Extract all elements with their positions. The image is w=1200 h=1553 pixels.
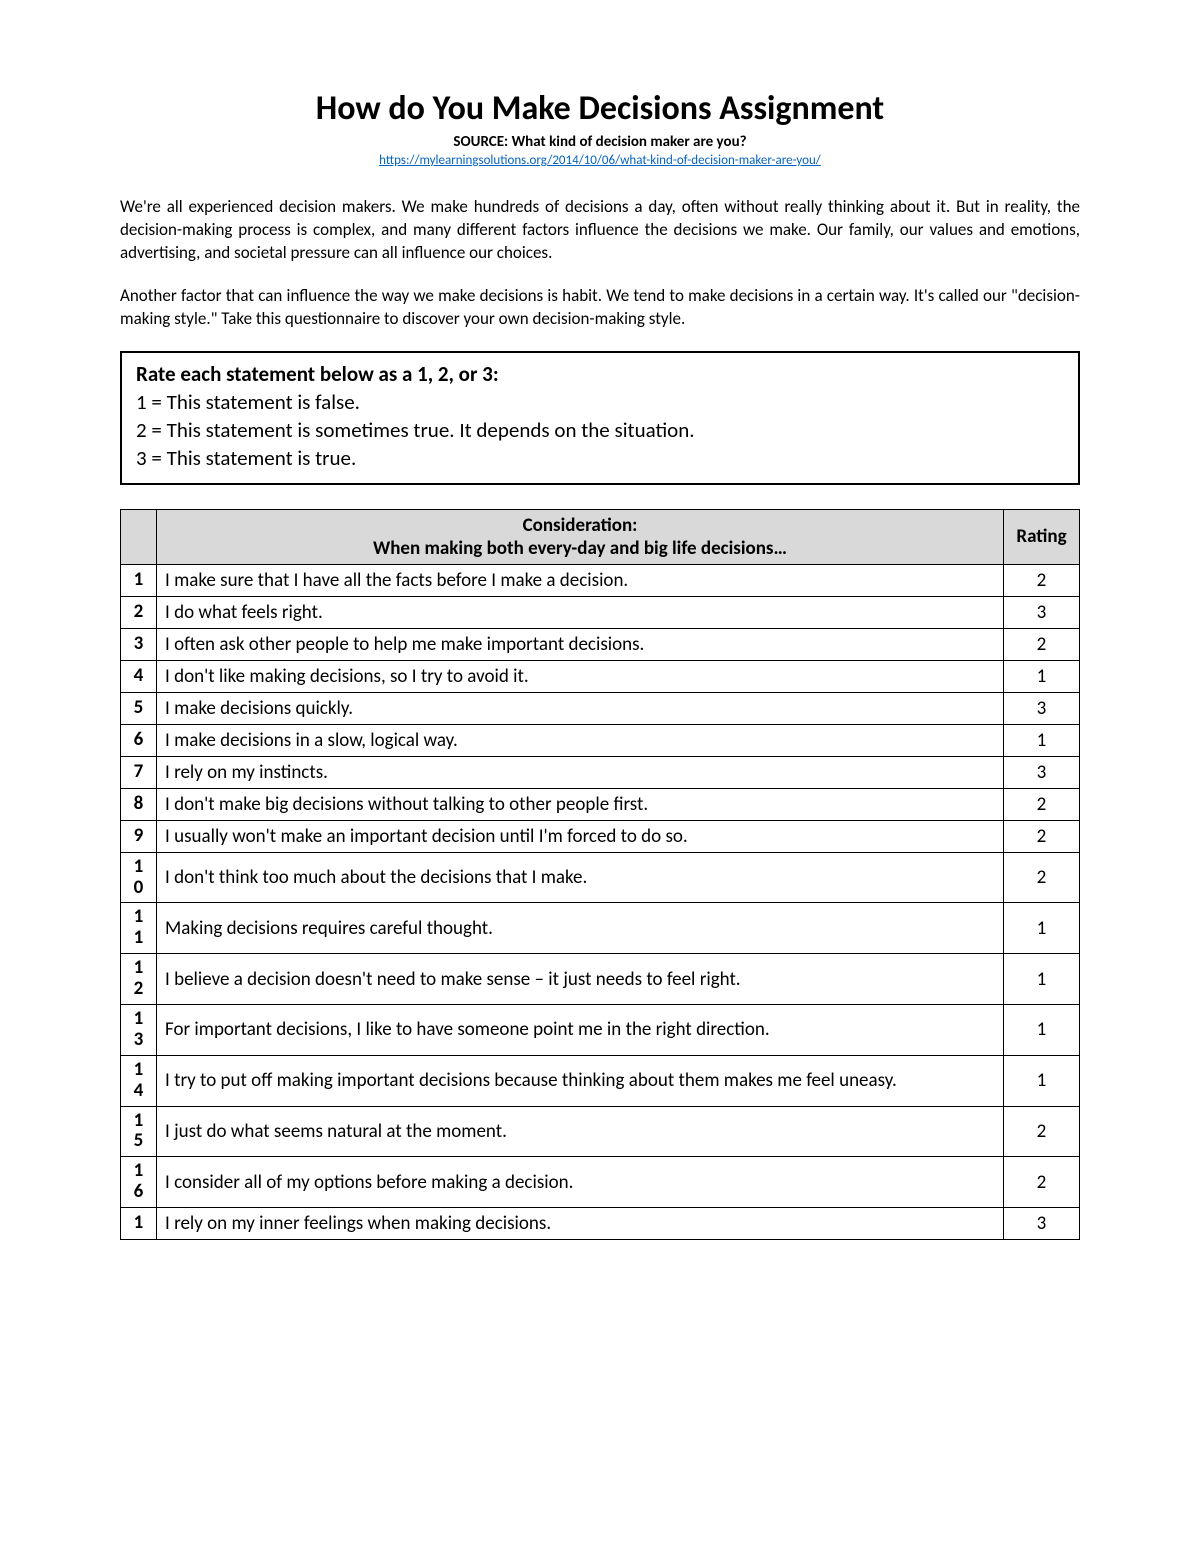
- table-row: 11Making decisions requires careful thou…: [121, 903, 1080, 954]
- table-header-rating: Rating: [1004, 509, 1080, 564]
- table-header-consideration-line1: Consideration:: [165, 514, 995, 537]
- table-header-row: Consideration: When making both every-da…: [121, 509, 1080, 564]
- table-row: 9I usually won't make an important decis…: [121, 820, 1080, 852]
- table-cell-rating: 2: [1004, 1157, 1080, 1208]
- table-row: 1I make sure that I have all the facts b…: [121, 564, 1080, 596]
- table-cell-number: 13: [121, 1005, 157, 1056]
- table-cell-number: 5: [121, 692, 157, 724]
- instructions-box: Rate each statement below as a 1, 2, or …: [120, 351, 1080, 485]
- table-row: 2I do what feels right.3: [121, 596, 1080, 628]
- table-header-num: [121, 509, 157, 564]
- source-link[interactable]: https://mylearningsolutions.org/2014/10/…: [379, 153, 821, 168]
- table-cell-consideration: I consider all of my options before maki…: [157, 1157, 1004, 1208]
- table-cell-consideration: I believe a decision doesn't need to mak…: [157, 954, 1004, 1005]
- table-row: 8I don't make big decisions without talk…: [121, 788, 1080, 820]
- table-cell-number: 14: [121, 1055, 157, 1106]
- table-row: 6I make decisions in a slow, logical way…: [121, 724, 1080, 756]
- table-header-consideration: Consideration: When making both every-da…: [157, 509, 1004, 564]
- table-cell-consideration: I make sure that I have all the facts be…: [157, 564, 1004, 596]
- table-cell-consideration: I just do what seems natural at the mome…: [157, 1106, 1004, 1157]
- table-cell-number: 1: [121, 564, 157, 596]
- table-cell-rating: 2: [1004, 1106, 1080, 1157]
- ratings-table: Consideration: When making both every-da…: [120, 509, 1080, 1240]
- table-row: 5I make decisions quickly.3: [121, 692, 1080, 724]
- table-row: 14I try to put off making important deci…: [121, 1055, 1080, 1106]
- page-title: How do You Make Decisions Assignment: [120, 88, 1080, 129]
- table-cell-rating: 3: [1004, 596, 1080, 628]
- table-cell-rating: 1: [1004, 1055, 1080, 1106]
- table-cell-consideration: I don't think too much about the decisio…: [157, 852, 1004, 903]
- table-cell-rating: 2: [1004, 788, 1080, 820]
- table-cell-rating: 1: [1004, 954, 1080, 1005]
- table-cell-rating: 1: [1004, 724, 1080, 756]
- table-cell-consideration: I make decisions quickly.: [157, 692, 1004, 724]
- table-cell-rating: 3: [1004, 692, 1080, 724]
- table-row: 13For important decisions, I like to hav…: [121, 1005, 1080, 1056]
- source-label: SOURCE: What kind of decision maker are …: [120, 133, 1080, 151]
- table-row: 7I rely on my instincts.3: [121, 756, 1080, 788]
- table-cell-consideration: I don't like making decisions, so I try …: [157, 660, 1004, 692]
- source-link-line: https://mylearningsolutions.org/2014/10/…: [120, 153, 1080, 168]
- table-cell-rating: 3: [1004, 756, 1080, 788]
- document-page: How do You Make Decisions Assignment SOU…: [0, 0, 1200, 1553]
- table-cell-rating: 2: [1004, 852, 1080, 903]
- instructions-line-1: 1 = This statement is false.: [136, 389, 1064, 415]
- table-cell-consideration: I try to put off making important decisi…: [157, 1055, 1004, 1106]
- table-cell-number: 12: [121, 954, 157, 1005]
- table-cell-rating: 2: [1004, 564, 1080, 596]
- table-cell-number: 7: [121, 756, 157, 788]
- table-cell-consideration: Making decisions requires careful though…: [157, 903, 1004, 954]
- table-cell-consideration: I don't make big decisions without talki…: [157, 788, 1004, 820]
- table-cell-consideration: I rely on my instincts.: [157, 756, 1004, 788]
- table-cell-number: 16: [121, 1157, 157, 1208]
- table-row: 15I just do what seems natural at the mo…: [121, 1106, 1080, 1157]
- table-row: 3I often ask other people to help me mak…: [121, 628, 1080, 660]
- table-header-consideration-line2: When making both every-day and big life …: [165, 537, 995, 560]
- table-cell-consideration: I usually won't make an important decisi…: [157, 820, 1004, 852]
- table-row: 12I believe a decision doesn't need to m…: [121, 954, 1080, 1005]
- instructions-heading: Rate each statement below as a 1, 2, or …: [136, 361, 1064, 387]
- table-cell-number: 8: [121, 788, 157, 820]
- table-cell-consideration: I rely on my inner feelings when making …: [157, 1208, 1004, 1240]
- table-cell-number: 11: [121, 903, 157, 954]
- table-cell-number: 3: [121, 628, 157, 660]
- table-row: 4I don't like making decisions, so I try…: [121, 660, 1080, 692]
- table-cell-number: 15: [121, 1106, 157, 1157]
- table-cell-rating: 2: [1004, 628, 1080, 660]
- table-row: 10I don't think too much about the decis…: [121, 852, 1080, 903]
- table-cell-number: 9: [121, 820, 157, 852]
- instructions-line-2: 2 = This statement is sometimes true. It…: [136, 417, 1064, 443]
- table-cell-number: 10: [121, 852, 157, 903]
- table-cell-number: 4: [121, 660, 157, 692]
- table-cell-rating: 2: [1004, 820, 1080, 852]
- intro-paragraph-2: Another factor that can influence the wa…: [120, 285, 1080, 331]
- table-cell-rating: 1: [1004, 660, 1080, 692]
- intro-paragraph-1: We're all experienced decision makers. W…: [120, 196, 1080, 265]
- table-cell-consideration: For important decisions, I like to have …: [157, 1005, 1004, 1056]
- table-cell-consideration: I do what feels right.: [157, 596, 1004, 628]
- table-row: 1I rely on my inner feelings when making…: [121, 1208, 1080, 1240]
- table-cell-consideration: I make decisions in a slow, logical way.: [157, 724, 1004, 756]
- table-cell-number: 6: [121, 724, 157, 756]
- table-cell-consideration: I often ask other people to help me make…: [157, 628, 1004, 660]
- table-cell-number: 2: [121, 596, 157, 628]
- table-cell-rating: 3: [1004, 1208, 1080, 1240]
- table-cell-rating: 1: [1004, 1005, 1080, 1056]
- table-cell-rating: 1: [1004, 903, 1080, 954]
- instructions-line-3: 3 = This statement is true.: [136, 445, 1064, 471]
- table-cell-number: 1: [121, 1208, 157, 1240]
- table-row: 16I consider all of my options before ma…: [121, 1157, 1080, 1208]
